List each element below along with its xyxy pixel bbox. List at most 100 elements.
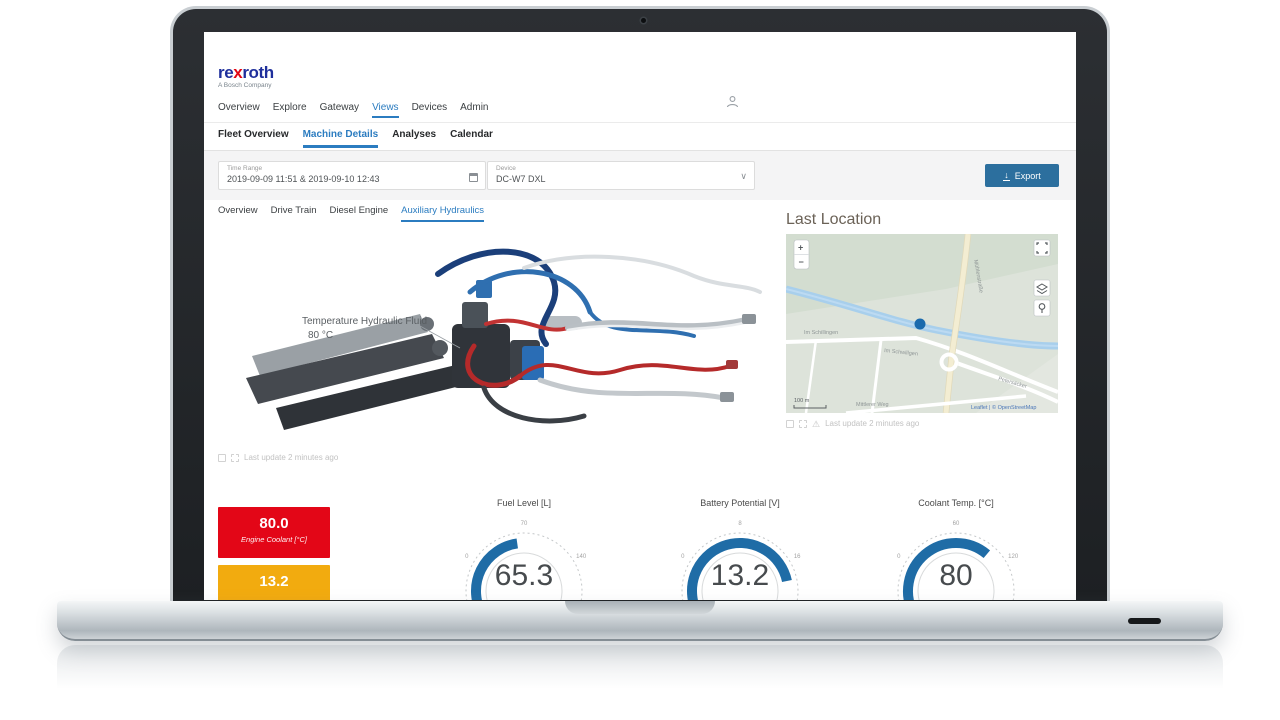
tile-value: 80.0 [259, 515, 289, 532]
map-last-update: ⚠ Last update 2 minutes ago [786, 419, 919, 428]
zoom-out-button[interactable]: − [799, 257, 804, 267]
calendar-icon[interactable] [469, 173, 478, 182]
tile-value: 13.2 [259, 573, 289, 590]
street-label: Mühlenstraße [972, 259, 984, 293]
last-update-text: Last update 2 minutes ago [825, 419, 920, 428]
subtab-drive-train[interactable]: Drive Train [270, 205, 317, 216]
divider [204, 150, 1076, 151]
nav-item-overview[interactable]: Overview [218, 102, 260, 113]
svg-text:70: 70 [521, 521, 528, 527]
gauge-title: Coolant Temp. [°C] [918, 498, 994, 508]
fullscreen-icon[interactable] [799, 419, 807, 428]
svg-text:16: 16 [794, 554, 801, 560]
app-screen: rexroth A Bosch Company Overview Explore… [204, 32, 1076, 600]
laptop-base [57, 601, 1223, 641]
gauge-coolant-temp: Coolant Temp. [°C] 0 60 120 80 [871, 498, 1041, 600]
gauge-dial: 0 60 120 80 [871, 511, 1041, 600]
tab-machine-details[interactable]: Machine Details [302, 129, 379, 148]
svg-text:0: 0 [681, 554, 685, 560]
svg-text:8: 8 [738, 521, 742, 527]
machine-annotation-value: 80 °C [308, 330, 333, 341]
logo-wordmark: rexroth [218, 64, 274, 81]
tab-fleet-overview[interactable]: Fleet Overview [218, 129, 289, 140]
svg-text:100 m: 100 m [794, 398, 810, 404]
map-fullscreen-control[interactable] [1033, 239, 1051, 257]
last-location-title: Last Location [786, 211, 882, 228]
street-label: Im Schillingen [804, 330, 838, 336]
subtab-overview[interactable]: Overview [218, 205, 258, 216]
fullscreen-icon[interactable] [231, 453, 239, 462]
nav-item-gateway[interactable]: Gateway [319, 102, 360, 113]
laptop-base-notch [565, 601, 715, 614]
location-map[interactable]: Im Schillingen Im Schwillgen Mittlerer W… [786, 234, 1058, 413]
nav-item-views[interactable]: Views [372, 102, 399, 118]
gauge-title: Fuel Level [L] [496, 498, 552, 508]
filter-bar: Time Range 2019-09-09 11:51 & 2019-09-10… [204, 151, 1076, 200]
last-update-text: Last update 2 minutes ago [244, 453, 339, 462]
page-tabs: Fleet Overview Machine Details Analyses … [218, 129, 493, 148]
refresh-icon[interactable] [786, 419, 794, 428]
field-value: DC-W7 DXL [496, 174, 546, 184]
detail-tabs: Overview Drive Train Diesel Engine Auxil… [218, 205, 485, 222]
gauge-title: Battery Potential [V] [700, 498, 780, 508]
logo-part: x [233, 63, 243, 82]
rexroth-logo: rexroth A Bosch Company [218, 64, 274, 89]
location-marker [914, 318, 926, 330]
logo-tagline: A Bosch Company [218, 82, 272, 89]
tab-calendar[interactable]: Calendar [450, 129, 493, 140]
svg-text:140: 140 [576, 554, 587, 560]
engine-coolant-alert-tile: 80.0 Engine Coolant [°C] [218, 507, 330, 558]
field-value: 2019-09-09 11:51 & 2019-09-10 12:43 [227, 174, 380, 184]
svg-text:65.3: 65.3 [495, 559, 553, 592]
map-marker-control[interactable] [1033, 299, 1051, 317]
logo-part: re [218, 63, 234, 82]
laptop-mockup: rexroth A Bosch Company Overview Explore… [57, 6, 1223, 720]
machine-illustration: Temperature Hydraulic Fluid 80 °C [224, 228, 784, 463]
download-icon: ↓ [1003, 169, 1010, 181]
top-navigation: Overview Explore Gateway Views Devices A… [218, 102, 489, 118]
street-label: Mittlerer Weg [856, 402, 889, 408]
divider [204, 122, 1076, 123]
export-button[interactable]: ↓ Export [985, 164, 1059, 187]
subtab-auxiliary-hydraulics[interactable]: Auxiliary Hydraulics [401, 205, 485, 222]
laptop-reflection [57, 645, 1223, 700]
nav-item-admin[interactable]: Admin [460, 102, 489, 113]
logo-part: roth [242, 63, 274, 82]
svg-text:120: 120 [1008, 554, 1019, 560]
tab-analyses[interactable]: Analyses [392, 129, 437, 140]
laptop-base-dash [1128, 618, 1161, 624]
gauge-battery-potential: Battery Potential [V] 0 8 16 13.2 [655, 498, 825, 600]
subtab-diesel-engine[interactable]: Diesel Engine [329, 205, 389, 216]
svg-text:0: 0 [465, 554, 469, 560]
machine-annotation-title: Temperature Hydraulic Fluid [302, 316, 427, 327]
zoom-in-button[interactable]: + [798, 243, 803, 253]
chevron-down-icon: ∨ [740, 171, 747, 181]
time-range-field[interactable]: Time Range 2019-09-09 11:51 & 2019-09-10… [218, 161, 486, 190]
street-label: Im Schwillgen [884, 348, 918, 358]
gauge-dial: 0 70 140 65.3 [439, 511, 609, 600]
field-label: Time Range [227, 165, 263, 172]
warning-icon: ⚠ [812, 418, 821, 429]
laptop-screen-bezel: rexroth A Bosch Company Overview Explore… [170, 6, 1110, 601]
field-label: Device [496, 165, 516, 172]
svg-text:80: 80 [939, 559, 972, 592]
map-scale: 100 m [793, 398, 827, 409]
refresh-icon[interactable] [218, 453, 226, 462]
device-select[interactable]: Device DC-W7 DXL ∨ [487, 161, 755, 190]
gauge-fuel-level: Fuel Level [L] 0 70 140 65.3 [439, 498, 609, 600]
battery-warning-tile: 13.2 [218, 565, 330, 600]
webcam-icon [641, 18, 646, 23]
gauge-dial: 0 8 16 13.2 [655, 511, 825, 600]
svg-text:0: 0 [897, 554, 901, 560]
map-layers-control[interactable] [1033, 279, 1051, 297]
map-attribution[interactable]: Leaflet | © OpenStreetMap [971, 404, 1036, 411]
svg-text:60: 60 [953, 521, 960, 527]
nav-item-explore[interactable]: Explore [272, 102, 307, 113]
machine-last-update: Last update 2 minutes ago [218, 453, 338, 462]
export-button-label: Export [1014, 170, 1041, 181]
svg-text:13.2: 13.2 [711, 559, 769, 592]
tile-label: Engine Coolant [°C] [241, 535, 307, 544]
nav-item-devices[interactable]: Devices [411, 102, 448, 113]
map-zoom-control[interactable]: + − [793, 239, 810, 270]
user-icon[interactable] [726, 95, 739, 113]
